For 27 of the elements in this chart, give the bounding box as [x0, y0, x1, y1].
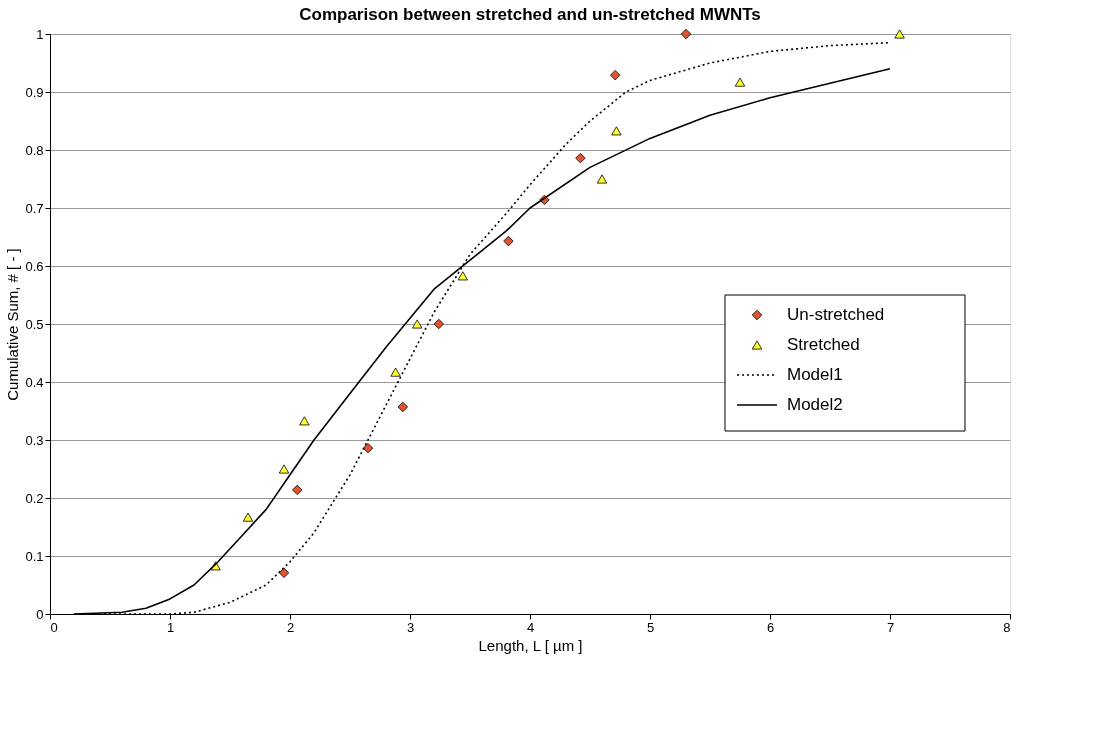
y-tick-label: 0.3 — [25, 432, 44, 448]
y-axis-title: Cumulative Sum, # [ - ] — [4, 248, 22, 401]
x-tick-label: 1 — [166, 619, 175, 635]
y-tick-label: 0 — [36, 606, 44, 622]
y-tick-label: 0.1 — [25, 548, 44, 564]
legend-label: Model2 — [787, 395, 843, 414]
x-tick-label: 4 — [526, 619, 535, 635]
y-tick-label: 0.9 — [25, 84, 44, 100]
x-tick-label: 6 — [766, 619, 775, 635]
x-tick-label: 8 — [1003, 619, 1011, 635]
y-tick-label: 0.6 — [25, 258, 44, 274]
legend-label: Un-stretched — [787, 305, 885, 324]
chart-title: Comparison between stretched and un-stretched MWNTs — [299, 4, 761, 24]
legend-label: Stretched — [787, 335, 860, 354]
x-tick-label: 7 — [886, 619, 895, 635]
y-tick-label: 0.7 — [25, 200, 44, 216]
x-tick-label: 0 — [50, 619, 58, 635]
y-tick-label: 0.5 — [25, 316, 44, 332]
y-tick-label: 0.8 — [25, 142, 44, 158]
y-tick-label: 0.4 — [25, 374, 44, 390]
x-tick-label: 2 — [286, 619, 295, 635]
x-tick-label: 3 — [406, 619, 415, 635]
y-tick-label: 0.2 — [25, 490, 44, 506]
x-tick-label: 5 — [646, 619, 655, 635]
y-tick-label: 1 — [36, 26, 44, 42]
x-axis-title: Length, L [ µm ] — [478, 636, 583, 654]
legend-label: Model1 — [787, 365, 843, 384]
